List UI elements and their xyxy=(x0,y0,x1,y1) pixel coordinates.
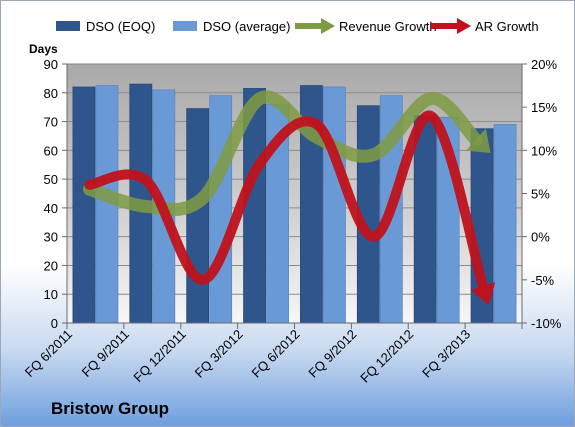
legend-label: Revenue Growth xyxy=(339,19,437,34)
legend-label: DSO (average) xyxy=(203,19,290,34)
left-tick-label: 20 xyxy=(44,258,58,273)
x-tick-label: FQ 3/2012 xyxy=(192,327,246,381)
x-tick-label: FQ 3/2013 xyxy=(419,327,473,381)
legend: DSO (EOQ) DSO (average) Revenue Growth AR G… xyxy=(56,18,539,34)
left-tick-label: 70 xyxy=(44,115,58,130)
company-name: Bristow Group xyxy=(51,399,170,418)
growth-line xyxy=(84,110,488,292)
x-tick-label: FQ 9/2011 xyxy=(79,327,132,380)
legend-arrow-head xyxy=(457,18,471,34)
left-tick-label: 60 xyxy=(44,143,58,158)
bar xyxy=(413,115,437,324)
right-tick-label: 10% xyxy=(531,143,557,158)
left-tick-label: 50 xyxy=(44,172,58,187)
left-tick-label: 40 xyxy=(44,201,58,216)
arrow-head xyxy=(465,128,491,154)
right-tick-label: 0% xyxy=(531,230,550,245)
left-tick-label: 90 xyxy=(44,57,58,72)
legend-swatch xyxy=(173,21,197,31)
bar-series xyxy=(72,83,517,324)
legend-arrow-head xyxy=(321,18,335,34)
right-tick-label: 15% xyxy=(531,100,557,115)
left-tick-label: 10 xyxy=(44,287,58,302)
x-tick-label: FQ 6/2011 xyxy=(22,327,75,380)
x-tick-label: FQ 9/2012 xyxy=(305,327,359,381)
x-tick-label: FQ 6/2012 xyxy=(249,327,303,381)
bar xyxy=(72,86,96,324)
left-tick-label: 30 xyxy=(44,230,58,245)
growth-lines xyxy=(82,90,496,306)
x-tick-label: FQ 12/2012 xyxy=(357,327,416,386)
bar xyxy=(493,124,517,324)
legend-label: AR Growth xyxy=(475,19,539,34)
x-tick-label: FQ 12/2011 xyxy=(130,327,188,385)
bar xyxy=(186,108,210,324)
arrow-head xyxy=(470,282,496,306)
bar xyxy=(323,86,346,324)
right-tick-label: -5% xyxy=(531,273,555,288)
right-tick-label: 20% xyxy=(531,57,557,72)
legend-label: DSO (EOQ) xyxy=(86,19,155,34)
left-tick-label: 0 xyxy=(51,316,58,331)
right-tick-label: -10% xyxy=(531,316,562,331)
y-axis-title: Days xyxy=(29,42,58,56)
left-tick-label: 80 xyxy=(44,86,58,101)
right-tick-label: 5% xyxy=(531,187,550,202)
legend-swatch xyxy=(56,21,80,31)
bar xyxy=(209,95,233,324)
